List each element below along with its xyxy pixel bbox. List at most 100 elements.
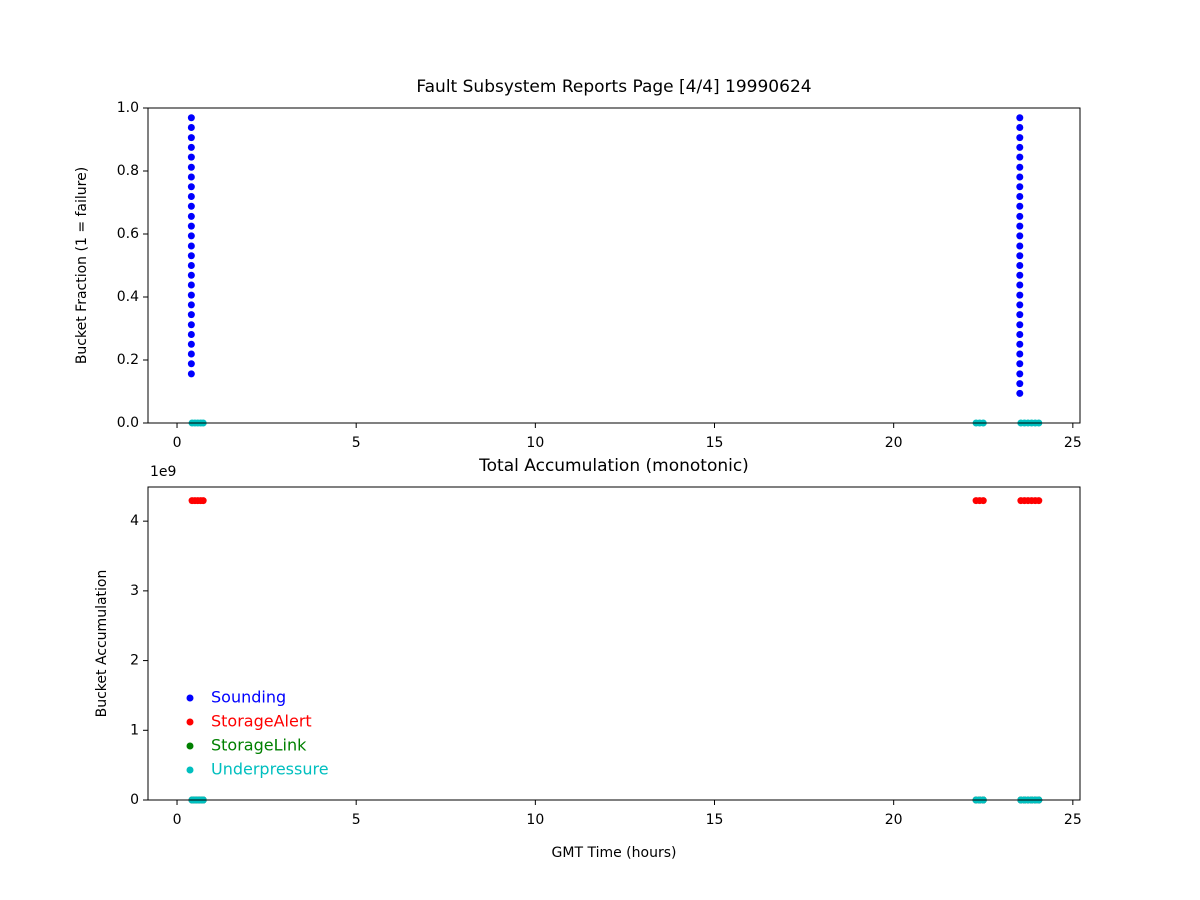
point (187, 134, 195, 142)
point (187, 163, 195, 171)
x-tick-label: 0 (173, 812, 182, 828)
point (187, 183, 195, 191)
y-tick-label: 2 (130, 653, 139, 669)
legend-label: Underpressure (211, 760, 329, 779)
point (187, 350, 195, 358)
point (1016, 252, 1024, 260)
subplot: Fault Subsystem Reports Page [4/4] 19990… (74, 77, 1082, 451)
y-tick-label: 0.2 (117, 352, 139, 368)
point (187, 291, 195, 299)
plot-area (148, 487, 1080, 800)
point (1016, 350, 1024, 358)
x-tick-label: 5 (352, 812, 361, 828)
y-offset-label: 1e9 (150, 464, 176, 480)
axes-frame (147, 107, 1081, 424)
y-tick-label: 3 (130, 583, 139, 599)
point (187, 330, 195, 338)
point (187, 252, 195, 260)
series (187, 114, 1024, 397)
point (187, 321, 195, 329)
point (1016, 330, 1024, 338)
legend-marker (186, 766, 194, 774)
point (1016, 291, 1024, 299)
point (1016, 163, 1024, 171)
point (187, 340, 195, 348)
point (1016, 389, 1024, 397)
y-tick-label: 1.0 (117, 100, 139, 116)
point (187, 301, 195, 309)
point (1016, 281, 1024, 289)
point (1016, 143, 1024, 151)
legend-label: Sounding (211, 688, 286, 707)
point (187, 370, 195, 378)
legend-label: StorageLink (211, 736, 307, 755)
x-axis-label: GMT Time (hours) (552, 845, 677, 861)
point (1016, 222, 1024, 230)
point (1016, 301, 1024, 309)
x-tick-label: 0 (173, 435, 182, 451)
x-tick-label: 10 (526, 812, 544, 828)
point (187, 360, 195, 368)
x-tick-label: 20 (885, 812, 903, 828)
point (187, 193, 195, 201)
x-tick-label: 15 (706, 812, 724, 828)
point (1016, 321, 1024, 329)
x-tick-label: 25 (1064, 435, 1082, 451)
axes-frame (147, 486, 1081, 801)
point (1016, 271, 1024, 279)
point (187, 271, 195, 279)
point (187, 124, 195, 132)
point (979, 497, 987, 505)
y-tick-label: 0.0 (117, 415, 139, 431)
point (1016, 153, 1024, 161)
x-tick-label: 10 (526, 435, 544, 451)
y-tick-label: 0 (130, 792, 139, 808)
y-tick-label: 4 (130, 513, 139, 529)
point (1016, 262, 1024, 269)
point (1016, 124, 1024, 132)
point (1016, 202, 1024, 210)
point (1016, 114, 1024, 122)
point (187, 232, 195, 240)
point (1016, 370, 1024, 378)
point (1016, 134, 1024, 142)
point (199, 497, 207, 505)
legend-marker (186, 694, 194, 702)
y-tick-label: 0.8 (117, 163, 139, 179)
y-tick-label: 0.6 (117, 226, 139, 242)
point (1016, 193, 1024, 201)
point (187, 281, 195, 289)
legend-marker (186, 742, 194, 750)
point (1016, 380, 1024, 388)
x-tick-label: 20 (885, 435, 903, 451)
point (1016, 232, 1024, 240)
point (187, 153, 195, 161)
point (1016, 183, 1024, 191)
subplot: Total Accumulation (monotonic)0 5 10 15 20 25… (94, 456, 1082, 861)
subplot-title: Fault Subsystem Reports Page [4/4] 19990… (416, 77, 811, 97)
y-tick-label: 1 (130, 722, 139, 738)
point (187, 222, 195, 230)
y-axis-label: Bucket Accumulation (94, 570, 110, 718)
series (188, 497, 1043, 505)
y-axis-label: Bucket Fraction (1 = failure) (74, 167, 90, 364)
point (187, 114, 195, 122)
subplot-title: Total Accumulation (monotonic) (478, 456, 749, 476)
point (187, 311, 195, 319)
point (1016, 173, 1024, 181)
point (1016, 340, 1024, 348)
point (187, 242, 195, 250)
x-tick-label: 25 (1064, 812, 1082, 828)
point (1016, 311, 1024, 319)
point (1016, 360, 1024, 368)
plot-area (148, 108, 1080, 423)
point (1035, 497, 1043, 505)
point (1016, 212, 1024, 220)
point (187, 212, 195, 220)
point (1016, 242, 1024, 250)
point (187, 143, 195, 151)
legend: Sounding StorageAlert StorageLink Underpres… (186, 688, 329, 779)
point (187, 202, 195, 210)
x-tick-label: 15 (706, 435, 724, 451)
